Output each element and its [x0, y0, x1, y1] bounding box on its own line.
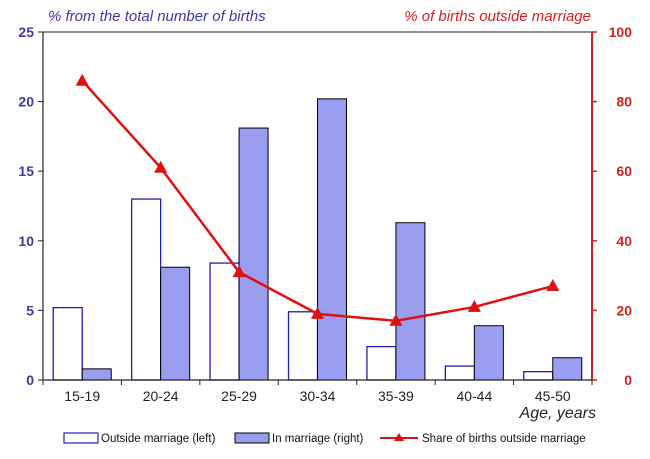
left-tick-label-5: 5: [26, 302, 34, 318]
x-tick-label-30-34: 30-34: [300, 388, 336, 404]
share-marker-15-19: [75, 73, 89, 86]
bar-in-marriage-35-39: [395, 222, 426, 381]
bar-outside-30-34: [287, 311, 319, 381]
bar-in-marriage-30-34: [317, 98, 347, 381]
left-tick-label-25: 25: [18, 24, 34, 40]
share-marker-25-29: [232, 265, 246, 278]
left-axis: 0 5 10 15 20 25: [18, 24, 44, 388]
x-tick-label-45-50: 45-50: [535, 388, 571, 404]
left-axis-title: % from the total number of births: [48, 8, 266, 25]
share-marker-45-50: [546, 279, 560, 292]
bar-outside-45-50: [523, 370, 554, 381]
legend: Outside marriage (left) In marriage (rig…: [63, 432, 586, 445]
bar-in-marriage-25-29: [238, 127, 269, 381]
left-tick-label-15: 15: [18, 163, 34, 179]
legend-swatch-outside: [63, 432, 99, 444]
legend-marker-share: [394, 433, 404, 441]
x-tick-label-40-44: 40-44: [456, 388, 492, 404]
x-tick-label-15-19: 15-19: [64, 388, 100, 404]
bar-in-marriage-15-19: [81, 368, 112, 381]
share-marker-40-44: [467, 299, 481, 312]
bar-outside-15-19: [52, 306, 83, 381]
right-tick-label-40: 40: [616, 233, 632, 249]
bar-in-marriage-45-50: [552, 357, 583, 381]
right-tick-label-80: 80: [616, 94, 632, 110]
right-tick-label-0: 0: [624, 372, 632, 388]
bar-outside-20-24: [130, 198, 162, 381]
share-marker-30-34: [311, 306, 324, 319]
line-layer: [75, 73, 560, 326]
x-tick-label-35-39: 35-39: [378, 388, 414, 404]
x-tick-label-25-29: 25-29: [221, 388, 257, 404]
legend-label-share: Share of births outside marriage: [422, 433, 586, 445]
right-axis-title: % of births outside marriage: [404, 8, 591, 25]
right-tick-label-100: 100: [609, 24, 633, 40]
right-tick-label-20: 20: [616, 302, 632, 318]
right-tick-label-60: 60: [616, 163, 632, 179]
share-marker-35-39: [389, 313, 403, 326]
bar-in-marriage-40-44: [473, 325, 504, 381]
bars-layer: [52, 98, 583, 381]
bar-outside-35-39: [366, 345, 397, 381]
x-tick-label-20-24: 20-24: [143, 388, 179, 404]
bar-in-marriage-20-24: [160, 266, 191, 381]
x-axis: 15-19 20-24 25-29 30-34 35-39 40-44 45-50: [42, 379, 593, 404]
legend-label-outside: Outside marriage (left): [101, 433, 216, 445]
share-marker-20-24: [154, 160, 168, 173]
legend-swatch-in-marriage: [234, 432, 270, 444]
right-axis: 0 20 40 60 80 100: [591, 24, 633, 388]
left-tick-label-20: 20: [18, 94, 34, 110]
legend-label-in-marriage: In marriage (right): [272, 433, 364, 445]
bar-outside-40-44: [444, 365, 476, 381]
left-tick-label-10: 10: [18, 233, 34, 249]
left-tick-label-0: 0: [26, 372, 34, 388]
x-axis-title: Age, years: [519, 405, 596, 422]
bar-outside-25-29: [209, 262, 240, 381]
